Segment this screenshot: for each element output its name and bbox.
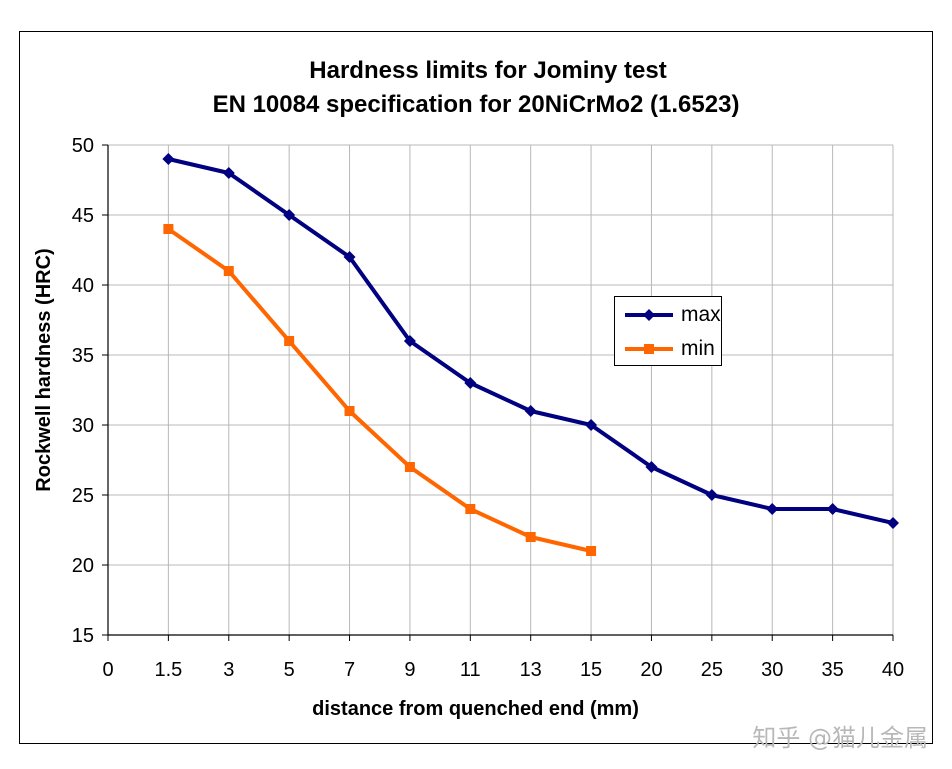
x-tick-label: 5 [284,659,295,681]
x-axis-label: distance from quenched end (mm) [312,698,639,720]
legend-swatch-min [625,344,673,354]
y-tick-label: 50 [72,135,94,157]
data-point-max [222,167,235,179]
data-point-min [586,546,597,556]
y-tick-label: 30 [72,415,94,437]
data-point-max [705,489,718,501]
x-tick-label: 11 [460,659,481,681]
x-tick-label: 25 [701,659,723,681]
plot-area [108,145,893,635]
y-tick-label: 15 [72,625,94,647]
legend-label-min: min [681,337,715,360]
x-tick-label: 15 [580,659,602,681]
data-point-min [404,462,415,472]
series-line-min [167,227,592,553]
x-tick-label: 35 [821,659,843,681]
legend-swatch-max [625,309,673,321]
data-point-max [645,461,658,473]
legend-item-max: max [623,301,721,329]
x-tick-label: 3 [223,659,234,681]
data-point-max [826,503,839,515]
y-tick-label: 35 [72,345,94,367]
y-axis-label: Rockwell hardness (HRC) [33,248,55,491]
chart-legend: max min [614,296,722,366]
data-point-max [766,503,779,515]
data-point-max [403,335,416,347]
x-tick-label: 0 [102,659,113,681]
x-tick-label: 40 [882,659,904,681]
data-point-min [284,336,295,346]
data-point-max [283,209,296,221]
x-tick-label: 1.5 [154,659,182,681]
data-point-max [162,153,175,165]
y-tick-label: 20 [72,555,94,577]
y-tick-label: 45 [72,205,94,227]
x-tick-label: 30 [761,659,783,681]
y-tick-label: 40 [72,275,94,297]
data-point-min [223,266,234,276]
y-tick-label: 25 [72,485,94,507]
data-point-max [887,517,899,529]
data-point-max [343,251,356,263]
x-tick-label: 9 [404,659,415,681]
data-point-max [585,419,598,431]
data-point-min [344,406,355,416]
watermark-text: 知乎 @猫儿金属 [752,724,928,752]
x-tick-label: 13 [520,659,542,681]
data-point-min [465,504,476,514]
data-point-min [163,224,174,234]
x-tick-label: 20 [640,659,662,681]
legend-label-max: max [681,303,721,326]
data-point-max [464,377,477,389]
x-tick-label: 7 [344,659,355,681]
data-point-min [525,532,536,542]
legend-item-min: min [623,335,715,363]
chart-title: Hardness limits for Jominy test [309,57,667,84]
data-point-max [524,405,537,417]
chart-subtitle: EN 10084 specification for 20NiCrMo2 (1.… [212,91,740,118]
